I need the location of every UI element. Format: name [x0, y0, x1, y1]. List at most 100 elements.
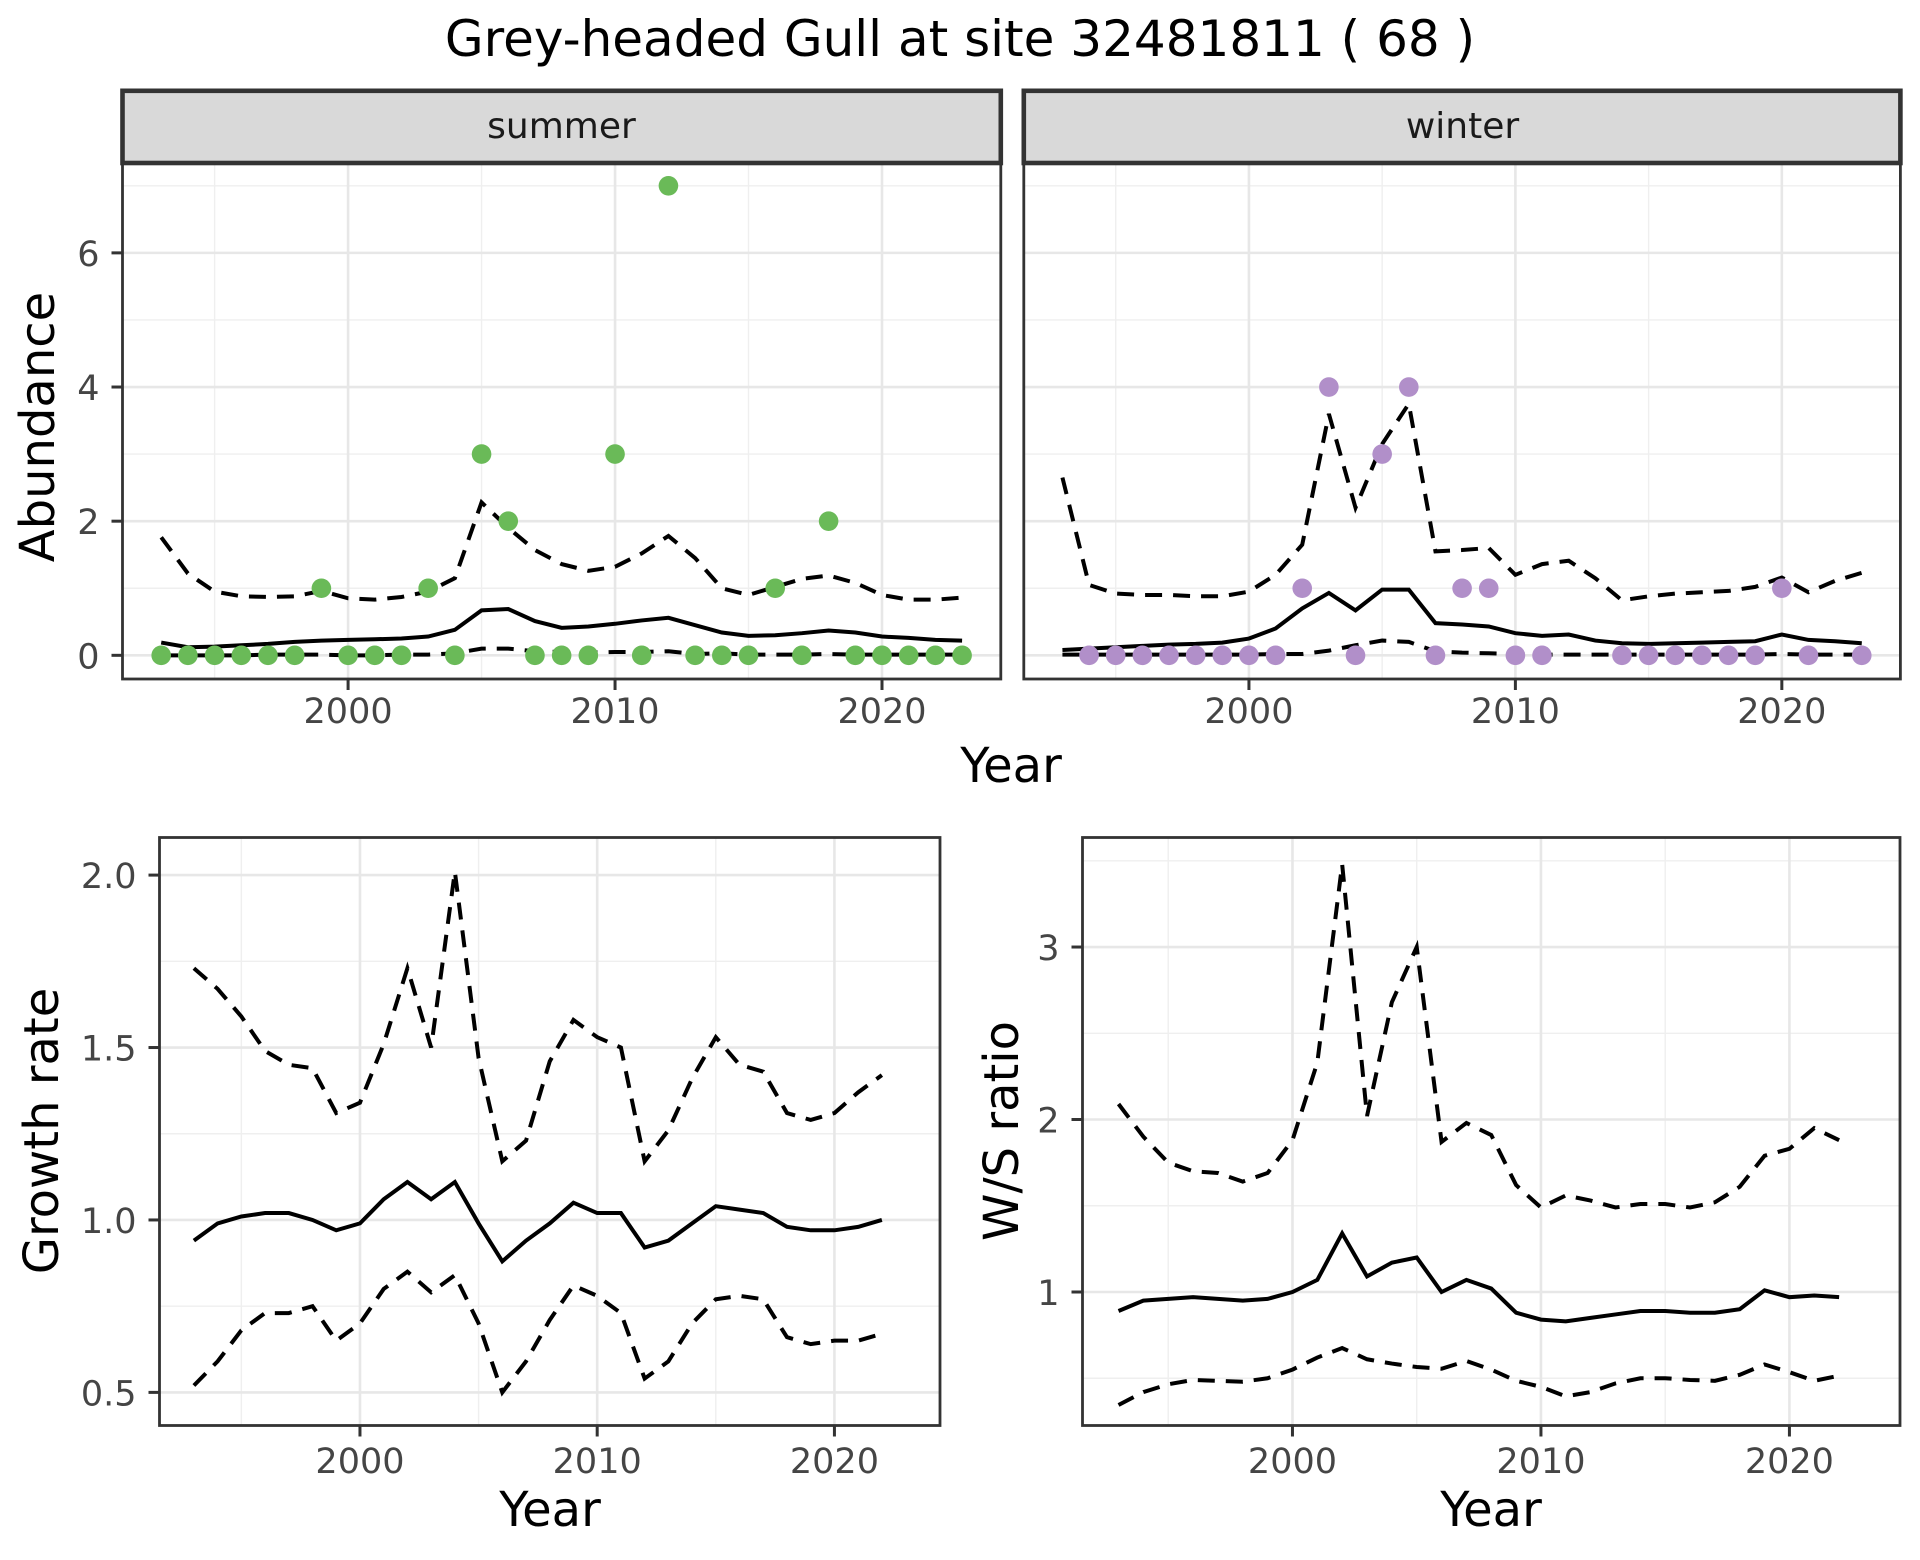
data-point	[1239, 645, 1259, 666]
data-point	[845, 645, 866, 666]
panel-background	[1023, 163, 1901, 679]
data-point	[1319, 377, 1339, 397]
data-point	[471, 444, 492, 464]
data-point	[712, 645, 732, 666]
data-point	[1372, 444, 1392, 464]
data-point	[1851, 645, 1872, 666]
panel-border	[158, 836, 942, 1427]
panel-background	[1082, 837, 1900, 1426]
median-line	[1117, 1229, 1840, 1324]
data-point	[631, 645, 652, 666]
panel-background	[122, 163, 1001, 679]
data-point	[765, 578, 786, 599]
data-point	[445, 645, 465, 666]
panel-abundance-summer: 2000 2010 2020 0 2 4 6	[77, 88, 1004, 732]
y-axis-title-ws-ratio: W/S ratio	[974, 1020, 1030, 1242]
data-point	[178, 645, 198, 666]
y-tick-label: 0.5	[81, 1374, 137, 1414]
data-point	[1638, 645, 1659, 666]
data-point	[525, 645, 545, 666]
x-tick-label: 2010	[1496, 1442, 1585, 1482]
median-line	[1062, 587, 1862, 652]
figure-title: Grey-headed Gull at site 32481811 ( 68 )	[444, 10, 1476, 68]
panel-border	[1081, 836, 1902, 1427]
data-point	[1772, 578, 1792, 599]
data-point	[1452, 578, 1472, 599]
data-point	[1612, 645, 1632, 666]
facet-strip	[1021, 88, 1903, 166]
data-point	[258, 645, 278, 666]
y-tick-label: 4	[77, 369, 99, 409]
data-point	[418, 578, 438, 599]
data-point	[231, 645, 252, 666]
data-point	[685, 645, 705, 666]
data-point	[1132, 645, 1153, 666]
x-tick-label: 2010	[1471, 692, 1560, 732]
data-point	[738, 645, 759, 666]
facet-strip-label-winter: winter	[1405, 106, 1520, 147]
y-tick-label: 1.5	[81, 1030, 137, 1070]
data-point	[578, 645, 599, 666]
data-point	[1798, 645, 1819, 666]
y-tick-label: 2	[1037, 1102, 1059, 1142]
data-point	[1505, 645, 1526, 666]
lower-ci-line	[1117, 1345, 1840, 1407]
lower-ci-line	[1062, 638, 1862, 657]
median-line	[160, 607, 963, 650]
x-tick-label: 2000	[1204, 692, 1293, 732]
data-point	[898, 645, 919, 666]
data-point	[1105, 645, 1126, 666]
data-point	[605, 444, 625, 464]
data-point	[1212, 645, 1233, 666]
data-point	[792, 645, 812, 666]
data-point	[818, 511, 839, 531]
data-point	[1532, 645, 1552, 666]
x-tick-label: 2020	[1737, 692, 1826, 732]
x-tick-label: 2020	[837, 692, 926, 732]
data-point	[1159, 645, 1179, 666]
y-tick-label: 6	[77, 235, 99, 275]
data-point	[658, 176, 679, 196]
panel-background	[159, 837, 940, 1426]
data-point	[1718, 645, 1739, 666]
x-axis-title-ws-ratio: Year	[1440, 1482, 1542, 1538]
data-point	[1079, 645, 1099, 666]
facet-strip-label-summer: summer	[487, 106, 636, 147]
data-point	[551, 645, 572, 666]
median-line	[192, 1179, 883, 1265]
data-point	[311, 578, 332, 599]
y-tick-label: 1	[1037, 1274, 1059, 1314]
upper-ci-line	[1116, 863, 1840, 1210]
upper-ci-line	[159, 498, 963, 602]
panel-ws-ratio: 2000 2010 2020 1 2 3	[1037, 836, 1902, 1482]
x-tick-label: 2010	[571, 692, 660, 732]
data-point	[1425, 645, 1446, 666]
x-tick-label: 2020	[790, 1442, 879, 1482]
data-point	[925, 645, 946, 666]
y-axis-title-abundance: Abundance	[10, 291, 66, 563]
y-tick-label: 1.0	[81, 1202, 137, 1242]
data-point	[952, 645, 972, 666]
data-point	[1665, 645, 1686, 666]
panel-abundance-winter: 2000 2010 2020	[1021, 88, 1903, 732]
x-axis-title-abundance: Year	[960, 738, 1062, 794]
upper-ci-line	[1060, 398, 1863, 603]
x-tick-label: 2020	[1745, 1442, 1834, 1482]
data-point	[872, 645, 892, 666]
y-tick-label: 0	[77, 637, 99, 677]
x-tick-label: 2000	[315, 1442, 404, 1482]
data-point	[1745, 645, 1765, 666]
data-point	[1399, 377, 1419, 397]
x-tick-label: 2000	[1248, 1442, 1337, 1482]
data-point	[1692, 645, 1712, 666]
x-tick-label: 2010	[553, 1442, 642, 1482]
data-point	[284, 645, 305, 666]
data-point	[498, 511, 519, 531]
data-point	[1345, 645, 1366, 666]
y-tick-label: 3	[1037, 929, 1059, 969]
lower-ci-line	[192, 1269, 883, 1397]
data-point	[1478, 578, 1499, 599]
y-tick-label: 2.0	[81, 857, 137, 897]
